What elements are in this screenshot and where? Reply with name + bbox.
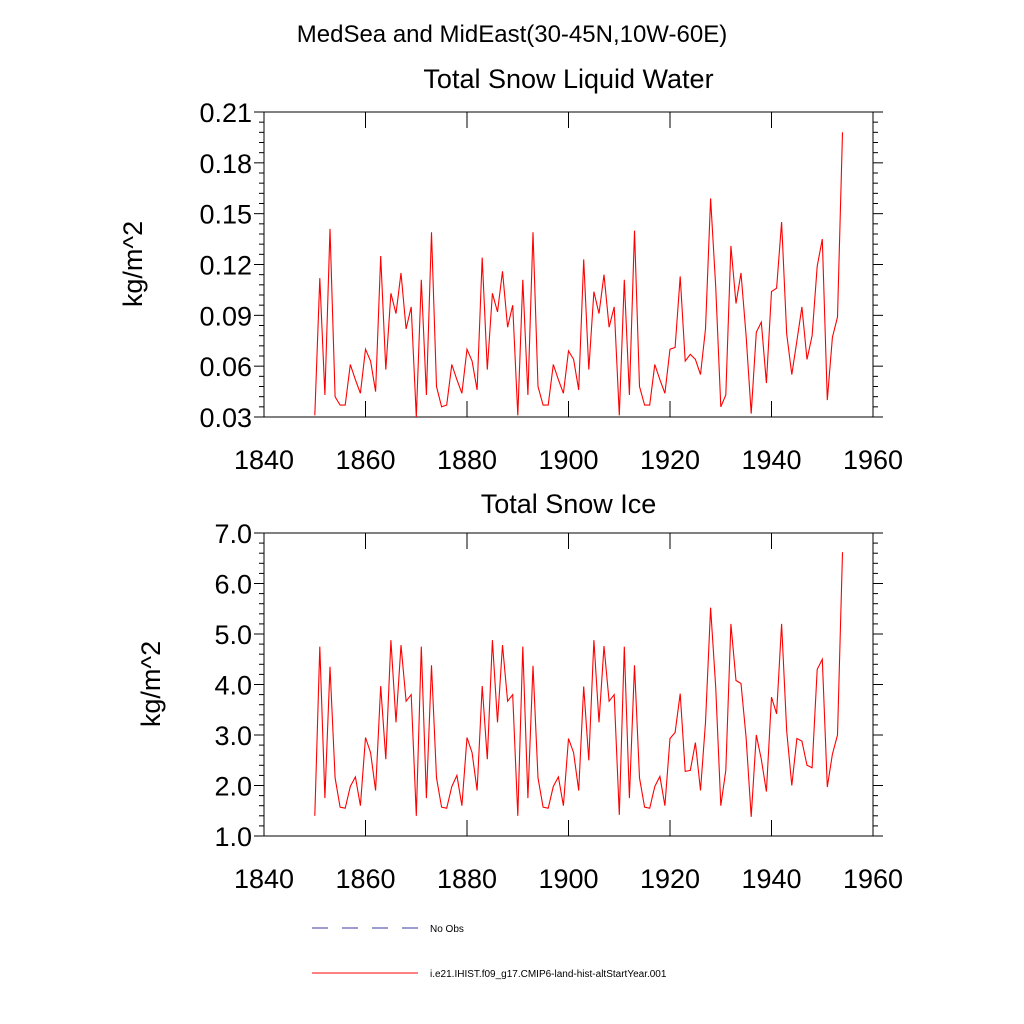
panel-title: Total Snow Liquid Water (423, 64, 713, 94)
panel-title: Total Snow Ice (481, 489, 657, 519)
legend: No Obs i.e21.IHIST.f09_g17.CMIP6-land-his… (312, 924, 667, 980)
panel-snow-ice: Total Snow Ice 1840 1860 1880 1900 1920 1940 19… (136, 489, 903, 894)
x-tick-label: 1920 (640, 445, 700, 475)
x-tick-label: 1940 (741, 864, 801, 894)
y-tick-label: 0.03 (199, 403, 252, 433)
plot-frame (263, 111, 874, 418)
y-tick-label: 0.09 (199, 301, 252, 331)
series-line (314, 552, 844, 817)
x-tick-label: 1960 (843, 864, 903, 894)
y-tick-label: 7.0 (214, 519, 252, 549)
x-tick-label: 1860 (335, 445, 395, 475)
y-tick-label: 0.12 (199, 251, 252, 281)
x-tick-label: 1940 (741, 445, 801, 475)
y-tick-label: 2.0 (214, 772, 252, 802)
panel-snow-liquid-water: Total Snow Liquid Water 1840 1860 1880 1900 1… (118, 64, 903, 475)
y-axis-label: kg/m^2 (118, 221, 148, 307)
x-tick-label: 1960 (843, 445, 903, 475)
y-tick-label: 6.0 (214, 570, 252, 600)
y-tick-label: 1.0 (214, 822, 252, 852)
x-tick-label: 1880 (437, 445, 497, 475)
y-axis-label: kg/m^2 (136, 641, 166, 727)
y-tick-label: 0.06 (199, 352, 252, 382)
series-line (314, 132, 844, 418)
x-tick-label: 1900 (538, 445, 598, 475)
x-tick-label: 1840 (234, 445, 294, 475)
y-tick-label: 3.0 (214, 721, 252, 751)
x-tick-label: 1920 (640, 864, 700, 894)
y-tick-label: 0.18 (199, 149, 252, 179)
x-tick-label: 1860 (335, 864, 395, 894)
figure-title: MedSea and MidEast(30-45N,10W-60E) (297, 21, 727, 48)
y-tick-label: 0.15 (199, 200, 252, 230)
legend-label: i.e21.IHIST.f09_g17.CMIP6-land-hist-altS… (430, 969, 667, 980)
x-tick-label: 1880 (437, 864, 497, 894)
y-tick-label: 5.0 (214, 620, 252, 650)
x-tick-label: 1840 (234, 864, 294, 894)
x-tick-label: 1900 (538, 864, 598, 894)
y-tick-label: 4.0 (214, 671, 252, 701)
legend-label: No Obs (430, 924, 464, 935)
plot-frame (263, 532, 874, 837)
y-tick-label: 0.21 (199, 98, 252, 128)
